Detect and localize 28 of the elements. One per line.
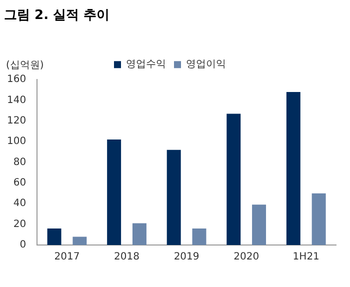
x-tick-label: 1H21 [292,252,320,263]
bar [192,228,206,245]
y-tick-label: 120 [6,116,26,127]
x-tick-label: 2018 [114,252,140,263]
y-tick-label: 80 [13,156,26,168]
bar [132,223,146,245]
y-tick-label: 40 [13,198,26,210]
y-axis-title: (십억원) [6,60,44,72]
y-tick-label: 60 [13,178,26,189]
bar [312,193,326,245]
bar [107,140,122,245]
bar [72,236,87,245]
y-tick-label: 140 [6,94,26,106]
bar [286,92,300,245]
x-tick-label: 2017 [54,252,80,263]
chart-title: 그림 2. 실적 추이 [4,8,110,24]
y-tick-label: 0 [20,240,26,251]
x-tick-label: 2019 [174,252,200,263]
bar [252,204,266,245]
x-tick-label: 2020 [234,252,260,263]
bar [47,228,62,245]
legend-label: 영업수익 [126,59,166,70]
y-tick-label: 20 [13,218,26,230]
y-tick-label: 160 [6,74,26,86]
legend-label: 영업이익 [186,59,226,70]
y-tick-label: 100 [6,136,26,148]
bar [166,150,181,245]
bar [226,114,241,245]
